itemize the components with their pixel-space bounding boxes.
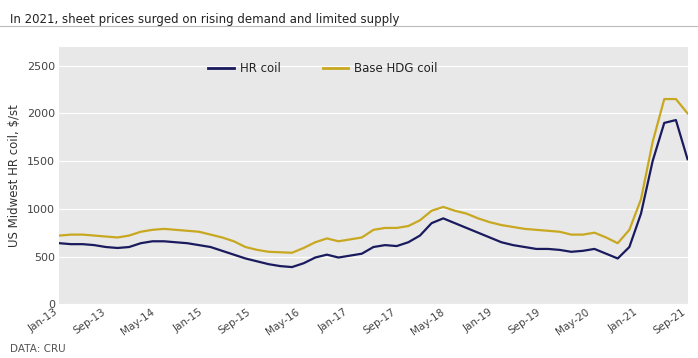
Text: DATA: CRU: DATA: CRU bbox=[10, 344, 66, 354]
Legend: HR coil, Base HDG coil: HR coil, Base HDG coil bbox=[204, 58, 443, 80]
Text: In 2021, sheet prices surged on rising demand and limited supply: In 2021, sheet prices surged on rising d… bbox=[10, 13, 400, 25]
Y-axis label: US Midwest HR coil, $/st: US Midwest HR coil, $/st bbox=[8, 104, 22, 247]
